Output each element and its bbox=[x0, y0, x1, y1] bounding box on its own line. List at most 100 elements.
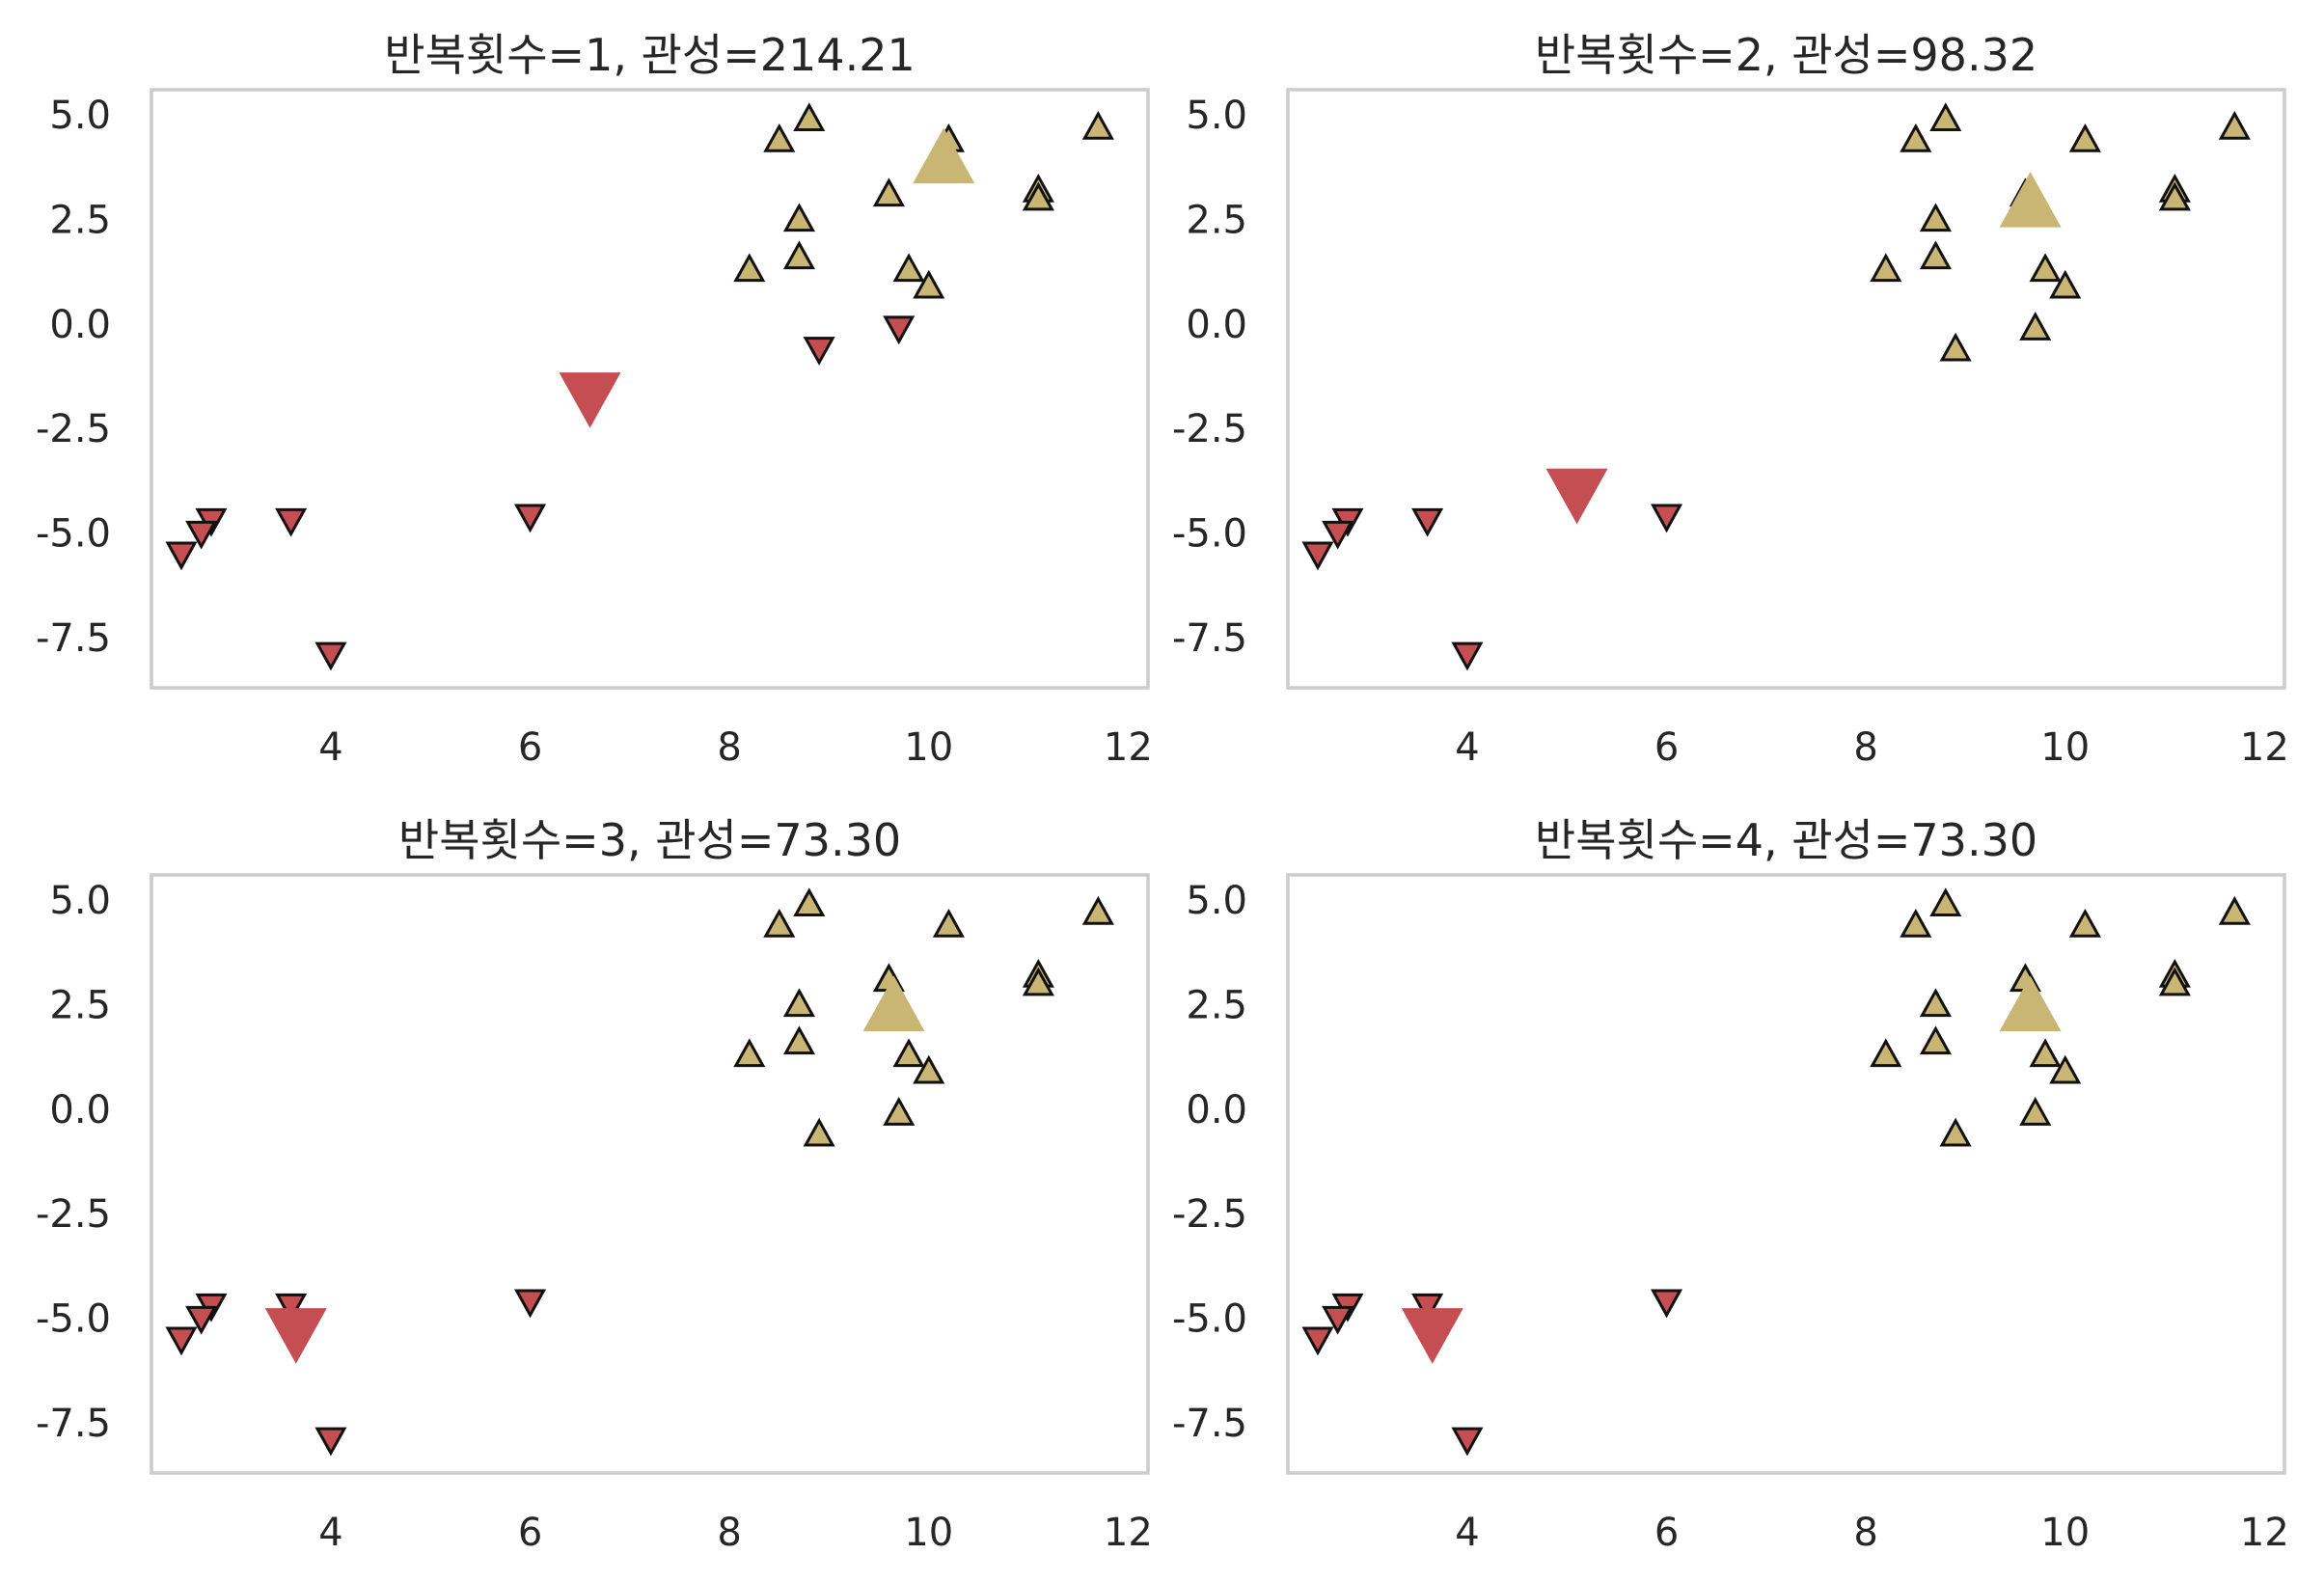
x-tick-label: 10 bbox=[2040, 725, 2090, 770]
plot-frame bbox=[150, 873, 1150, 1475]
x-tick-label: 12 bbox=[2240, 1511, 2289, 1555]
y-tick-label: 0.0 bbox=[49, 303, 111, 347]
x-tick-label: 8 bbox=[1853, 725, 1877, 770]
y-tick-label: -5.0 bbox=[36, 512, 111, 557]
plot-frame bbox=[1286, 88, 2286, 690]
cluster-1-centroid bbox=[1999, 975, 2062, 1032]
y-tick-label: -2.5 bbox=[1172, 407, 1247, 451]
cluster-1-point bbox=[892, 253, 925, 283]
cluster-1-point bbox=[1929, 102, 1962, 132]
cluster-2-point bbox=[1650, 1289, 1683, 1319]
x-tick-label: 6 bbox=[518, 1511, 542, 1555]
subplot-4: 반복횟수=4, 관성=73.30 4 6 8 10 12 5.0 2.5 0.0 -2.5 -5.0… bbox=[1172, 814, 2289, 1555]
x-tick-label: 8 bbox=[717, 725, 741, 770]
cluster-1-point bbox=[803, 1117, 835, 1147]
x-tick-label: 8 bbox=[717, 1511, 741, 1555]
y-tick-label: -7.5 bbox=[36, 616, 111, 661]
cluster-1-point bbox=[1022, 967, 1054, 996]
cluster-2-point bbox=[513, 1289, 547, 1319]
plot-frame bbox=[1286, 873, 2286, 1475]
y-tick-label: 0.0 bbox=[1186, 1088, 1247, 1132]
cluster-1-point bbox=[763, 908, 796, 938]
y-tick-label: 0.0 bbox=[49, 1088, 111, 1132]
cluster-1-point bbox=[782, 988, 815, 1018]
cluster-1-point bbox=[1929, 887, 1962, 917]
x-tick-label: 10 bbox=[2040, 1511, 2090, 1555]
cluster-1-centroid bbox=[913, 127, 975, 184]
cluster-2-point bbox=[185, 520, 218, 550]
cluster-2-point bbox=[1301, 541, 1334, 571]
y-tick-label: 2.5 bbox=[1186, 198, 1247, 242]
cluster-1-point bbox=[932, 908, 965, 938]
x-tick-label: 6 bbox=[518, 725, 542, 770]
x-tick-label: 12 bbox=[1104, 725, 1153, 770]
cluster-2-point bbox=[314, 641, 347, 671]
x-tick-label: 4 bbox=[318, 1511, 342, 1555]
cluster-1-point bbox=[2049, 1054, 2082, 1084]
cluster-2-point bbox=[275, 507, 308, 537]
cluster-1-point bbox=[1919, 1025, 1952, 1055]
cluster-1-point bbox=[2218, 895, 2251, 925]
cluster-2-point bbox=[1451, 1427, 1484, 1457]
cluster-2-point bbox=[275, 1293, 308, 1323]
cluster-2-centroid bbox=[1401, 1308, 1463, 1364]
cluster-1-point bbox=[913, 269, 945, 299]
cluster-1-point bbox=[1870, 253, 1902, 283]
cluster-1-point bbox=[1919, 240, 1952, 270]
cluster-1-point bbox=[1939, 332, 1972, 362]
cluster-1-point bbox=[1900, 123, 1932, 152]
y-tick-label: 5.0 bbox=[1186, 94, 1247, 138]
cluster-2-point bbox=[1301, 1326, 1334, 1356]
cluster-2-centroid bbox=[1545, 468, 1608, 525]
cluster-2-point bbox=[1322, 520, 1354, 550]
cluster-2-point bbox=[513, 504, 547, 533]
cluster-1-point bbox=[2029, 1038, 2062, 1068]
subplot-2: 반복횟수=2, 관성=98.32 4 6 8 10 12 5.0 2.5 0.0 -2.5 -5.0… bbox=[1172, 29, 2289, 770]
y-tick-label: -7.5 bbox=[1172, 1402, 1247, 1446]
cluster-1-centroid bbox=[862, 975, 925, 1032]
x-tick-label: 12 bbox=[2240, 725, 2289, 770]
subplot-title: 반복횟수=1, 관성=214.21 bbox=[384, 29, 915, 81]
x-tick-label: 4 bbox=[318, 725, 342, 770]
cluster-1-point bbox=[793, 102, 826, 132]
cluster-1-point bbox=[1081, 895, 1114, 925]
subplot-1: 반복횟수=1, 관성=214.21 4 6 8 10 12 5.0 2.5 0.0 -2.5 -5.… bbox=[36, 29, 1153, 770]
x-tick-label: 10 bbox=[904, 725, 953, 770]
cluster-2-point bbox=[1451, 641, 1484, 671]
x-tick-label: 6 bbox=[1654, 725, 1679, 770]
y-tick-label: 2.5 bbox=[49, 198, 111, 242]
y-tick-label: -2.5 bbox=[1172, 1192, 1247, 1237]
plot-frame bbox=[150, 88, 1150, 690]
y-tick-label: -7.5 bbox=[1172, 616, 1247, 661]
y-tick-label: 5.0 bbox=[1186, 879, 1247, 923]
y-tick-label: 5.0 bbox=[49, 879, 111, 923]
cluster-2-point bbox=[314, 1427, 347, 1457]
cluster-1-point bbox=[2068, 123, 2101, 152]
cluster-1-point bbox=[733, 1038, 766, 1068]
cluster-1-point bbox=[1022, 181, 1054, 211]
cluster-1-point bbox=[2019, 1097, 2052, 1126]
cluster-2-point bbox=[883, 315, 916, 345]
cluster-2-point bbox=[803, 337, 835, 366]
x-tick-label: 6 bbox=[1654, 1511, 1679, 1555]
cluster-1-centroid bbox=[1999, 172, 2062, 228]
cluster-1-point bbox=[1939, 1117, 1972, 1147]
cluster-1-point bbox=[763, 123, 796, 152]
y-tick-label: -7.5 bbox=[36, 1402, 111, 1446]
y-tick-label: 2.5 bbox=[49, 983, 111, 1027]
cluster-1-point bbox=[1919, 988, 1952, 1018]
cluster-1-point bbox=[892, 1038, 925, 1068]
cluster-1-point bbox=[782, 240, 815, 270]
cluster-1-point bbox=[782, 1025, 815, 1055]
cluster-2-point bbox=[185, 1305, 218, 1335]
y-tick-label: -5.0 bbox=[1172, 512, 1247, 557]
cluster-2-centroid bbox=[559, 372, 621, 428]
cluster-1-point bbox=[1870, 1038, 1902, 1068]
cluster-1-point bbox=[1081, 110, 1114, 140]
subplot-title: 반복횟수=2, 관성=98.32 bbox=[1535, 29, 2037, 81]
cluster-2-point bbox=[165, 541, 198, 571]
cluster-1-point bbox=[793, 887, 826, 917]
subplot-3: 반복횟수=3, 관성=73.30 4 6 8 10 12 5.0 2.5 0.0 -2.5 -5.0… bbox=[36, 814, 1153, 1555]
subplot-title: 반복횟수=4, 관성=73.30 bbox=[1535, 814, 2037, 866]
